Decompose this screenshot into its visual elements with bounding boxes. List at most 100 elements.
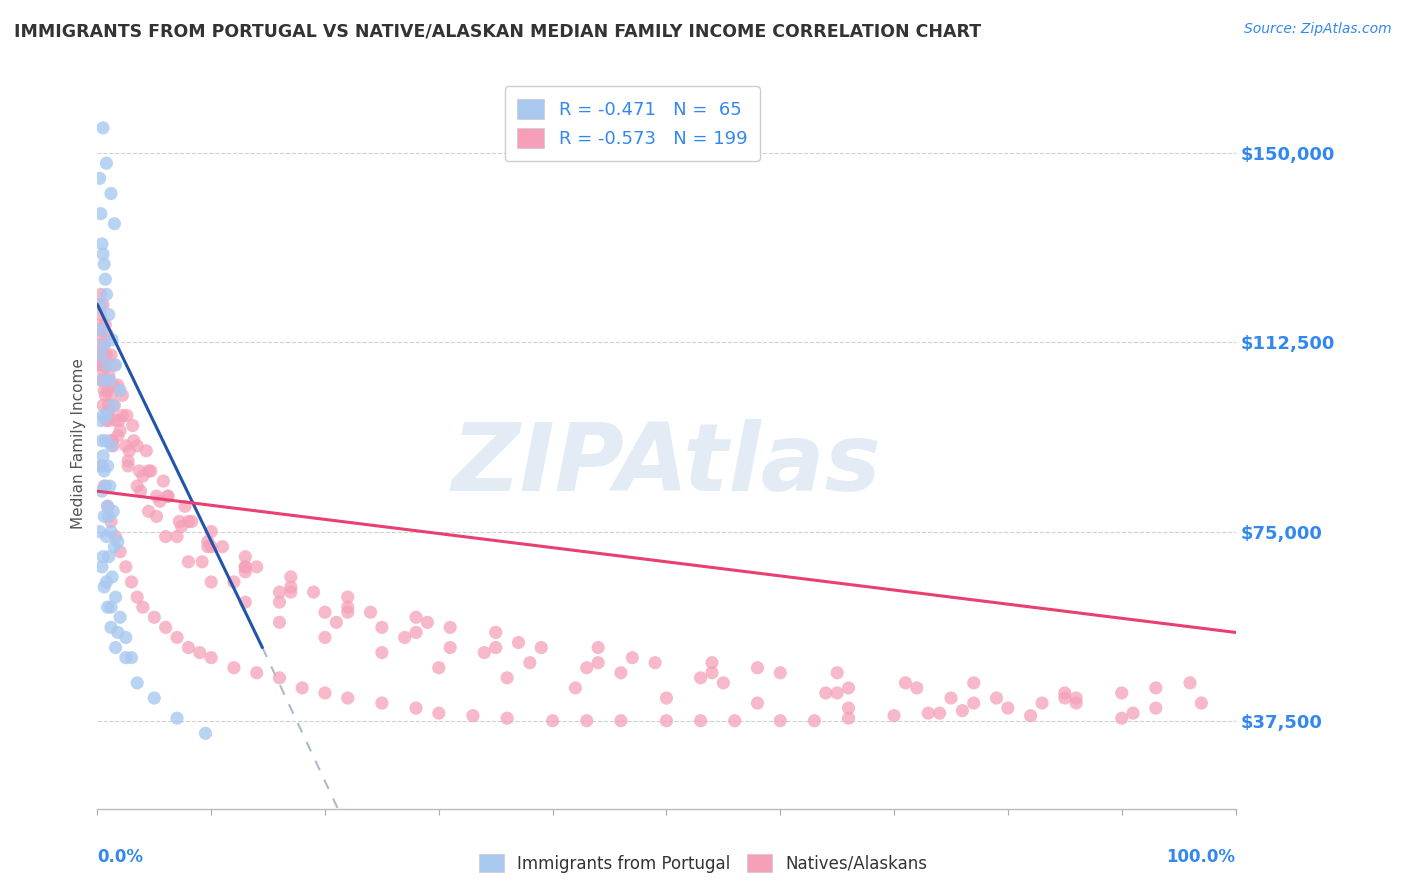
Point (100, 434, 122, 448)
Point (1111, 711, 1133, 725)
Point (111, 409, 134, 423)
Point (169, 515, 191, 529)
Point (233, 565, 256, 579)
Point (689, 714, 711, 728)
Point (336, 691, 359, 706)
Point (114, 650, 136, 665)
Point (94, 479, 117, 493)
Point (711, 676, 734, 690)
Point (233, 595, 256, 609)
Point (197, 534, 219, 549)
Point (121, 418, 143, 433)
Point (101, 570, 124, 584)
Point (302, 585, 325, 599)
Point (90, 348, 112, 362)
Point (360, 605, 382, 619)
Point (530, 640, 553, 655)
Point (986, 691, 1008, 706)
Point (90, 373, 112, 387)
Point (90, 458, 112, 473)
Point (90, 308, 112, 322)
Point (89, 171, 111, 186)
Point (114, 559, 136, 574)
Point (280, 585, 302, 599)
Point (98, 403, 121, 417)
Point (621, 650, 644, 665)
Point (107, 378, 129, 392)
Point (121, 574, 143, 589)
Point (747, 661, 769, 675)
Point (100, 388, 122, 402)
Point (280, 570, 302, 584)
Point (90, 297, 112, 311)
Point (917, 706, 939, 720)
Point (200, 650, 222, 665)
Point (107, 428, 129, 442)
Point (1122, 706, 1144, 720)
Point (689, 671, 711, 685)
Point (405, 610, 427, 624)
Point (336, 600, 359, 615)
Text: Source: ZipAtlas.com: Source: ZipAtlas.com (1244, 22, 1392, 37)
Point (143, 610, 166, 624)
Point (950, 704, 973, 718)
Point (472, 646, 495, 660)
Point (97, 368, 120, 383)
Point (405, 701, 427, 715)
Point (114, 631, 136, 645)
Point (93, 383, 115, 397)
Point (280, 580, 302, 594)
Point (103, 439, 125, 453)
Point (610, 665, 633, 680)
Point (97, 500, 120, 514)
Point (108, 413, 131, 427)
Point (107, 534, 129, 549)
Point (1064, 696, 1087, 710)
Point (139, 464, 162, 478)
Point (89, 348, 111, 362)
Point (97, 413, 120, 427)
Point (939, 691, 962, 706)
Point (101, 434, 124, 448)
Point (894, 676, 917, 690)
Point (96, 413, 118, 427)
Point (101, 333, 124, 347)
Point (93, 338, 115, 352)
Point (90, 484, 112, 499)
Point (93, 464, 115, 478)
Point (97, 549, 120, 564)
Point (461, 708, 484, 723)
Point (803, 714, 825, 728)
Point (103, 378, 125, 392)
Point (166, 711, 188, 725)
Point (91, 363, 114, 377)
Text: 100.0%: 100.0% (1167, 848, 1236, 866)
Point (108, 424, 131, 438)
Point (655, 691, 678, 706)
Point (121, 650, 143, 665)
Point (700, 665, 723, 680)
Point (1031, 696, 1053, 710)
Point (104, 358, 127, 372)
Point (114, 439, 136, 453)
Point (108, 383, 131, 397)
Point (405, 625, 427, 640)
Point (90, 207, 112, 221)
Point (91, 449, 114, 463)
Point (610, 714, 633, 728)
Point (97, 383, 120, 397)
Point (1111, 686, 1133, 700)
Point (97, 409, 120, 423)
Point (90, 318, 112, 332)
Point (825, 665, 848, 680)
Point (128, 464, 150, 478)
Point (1053, 691, 1076, 706)
Point (177, 555, 200, 569)
Legend: Immigrants from Portugal, Natives/Alaskans: Immigrants from Portugal, Natives/Alaska… (472, 847, 934, 880)
Point (575, 661, 598, 675)
Point (97, 458, 120, 473)
Point (188, 646, 211, 660)
Point (152, 474, 174, 488)
Point (177, 515, 200, 529)
Point (89, 524, 111, 539)
